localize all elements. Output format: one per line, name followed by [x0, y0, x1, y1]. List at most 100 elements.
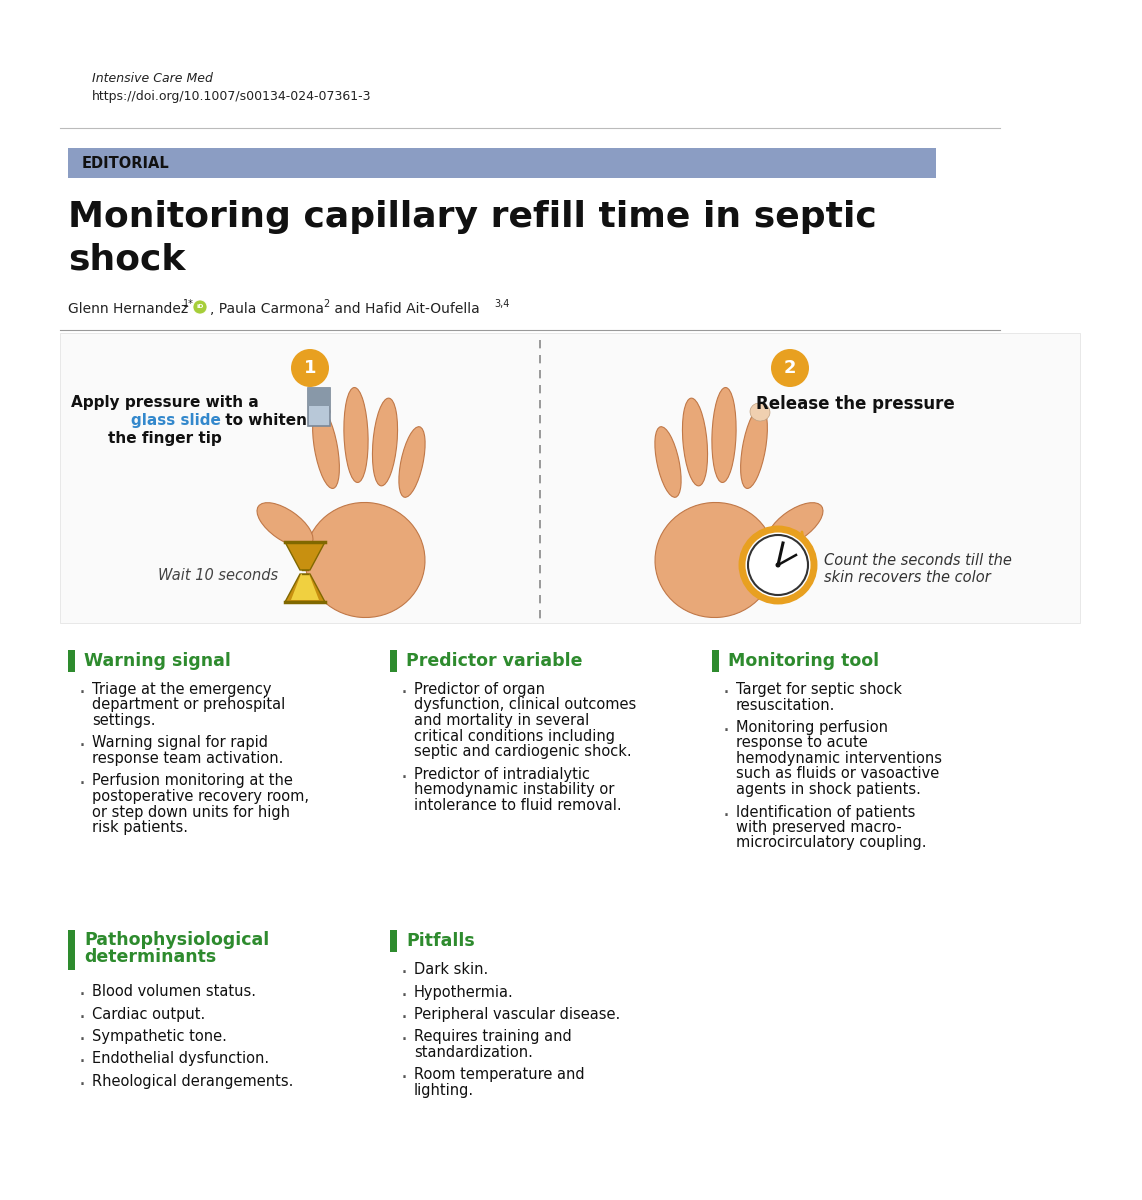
Text: Target for septic shock: Target for septic shock	[735, 682, 902, 697]
Circle shape	[748, 535, 809, 595]
Text: determinants: determinants	[85, 948, 216, 966]
Text: iD: iD	[196, 305, 203, 310]
Text: Monitoring capillary refill time in septic: Monitoring capillary refill time in sept…	[69, 200, 877, 234]
Text: ·: ·	[723, 721, 730, 740]
Text: response team activation.: response team activation.	[93, 751, 283, 766]
Text: resuscitation.: resuscitation.	[735, 697, 836, 713]
Ellipse shape	[305, 503, 425, 618]
Ellipse shape	[257, 503, 313, 547]
Text: dysfunction, clinical outcomes: dysfunction, clinical outcomes	[415, 697, 636, 713]
Text: and Hafid Ait-Oufella: and Hafid Ait-Oufella	[330, 302, 480, 316]
Text: ·: ·	[401, 1031, 408, 1050]
Text: Dark skin.: Dark skin.	[415, 962, 489, 977]
Ellipse shape	[711, 388, 737, 482]
Ellipse shape	[313, 408, 339, 488]
Text: ·: ·	[401, 683, 408, 703]
Text: intolerance to fluid removal.: intolerance to fluid removal.	[415, 798, 621, 812]
FancyBboxPatch shape	[61, 332, 1080, 623]
Text: response to acute: response to acute	[735, 736, 868, 750]
Text: postoperative recovery room,: postoperative recovery room,	[93, 790, 309, 804]
Text: ·: ·	[79, 737, 86, 756]
Text: standardization.: standardization.	[415, 1045, 533, 1060]
Text: to whiten: to whiten	[220, 413, 307, 428]
FancyBboxPatch shape	[711, 650, 719, 672]
Text: Release the pressure: Release the pressure	[756, 395, 955, 413]
Text: https://doi.org/10.1007/s00134-024-07361-3: https://doi.org/10.1007/s00134-024-07361…	[93, 90, 371, 103]
Text: lighting.: lighting.	[415, 1082, 474, 1098]
Text: Warning signal: Warning signal	[85, 652, 231, 670]
Text: Pitfalls: Pitfalls	[407, 932, 475, 950]
Circle shape	[775, 563, 780, 568]
Text: Pathophysiological: Pathophysiological	[85, 931, 270, 949]
Text: Identification of patients: Identification of patients	[735, 804, 916, 820]
Ellipse shape	[344, 388, 368, 482]
Text: Blood volumen status.: Blood volumen status.	[93, 984, 256, 998]
Text: septic and cardiogenic shock.: septic and cardiogenic shock.	[415, 744, 632, 758]
Text: Endothelial dysfunction.: Endothelial dysfunction.	[93, 1051, 270, 1067]
Polygon shape	[286, 542, 325, 570]
Polygon shape	[291, 574, 319, 600]
Circle shape	[771, 349, 809, 386]
Text: , Paula Carmona: , Paula Carmona	[210, 302, 324, 316]
Text: 1*: 1*	[183, 299, 194, 308]
Text: hemodynamic interventions: hemodynamic interventions	[735, 751, 942, 766]
Text: Predictor of organ: Predictor of organ	[415, 682, 545, 697]
FancyBboxPatch shape	[308, 388, 330, 406]
Ellipse shape	[767, 503, 823, 547]
Ellipse shape	[399, 427, 425, 497]
Ellipse shape	[309, 403, 330, 421]
Text: ·: ·	[401, 962, 408, 983]
Text: Peripheral vascular disease.: Peripheral vascular disease.	[415, 1007, 620, 1022]
Text: ·: ·	[79, 1052, 86, 1073]
Text: 1: 1	[304, 359, 316, 377]
Text: ·: ·	[401, 985, 408, 1006]
Text: critical conditions including: critical conditions including	[415, 728, 616, 744]
Text: shock: shock	[69, 242, 185, 277]
Text: Room temperature and: Room temperature and	[415, 1068, 585, 1082]
Text: ·: ·	[723, 805, 730, 826]
FancyBboxPatch shape	[69, 650, 75, 672]
FancyBboxPatch shape	[308, 388, 330, 426]
Circle shape	[742, 529, 814, 601]
Text: and mortality in several: and mortality in several	[415, 713, 589, 728]
Text: ·: ·	[723, 683, 730, 703]
Ellipse shape	[656, 503, 775, 618]
Text: Triage at the emergency: Triage at the emergency	[93, 682, 272, 697]
Text: Cardiac output.: Cardiac output.	[93, 1007, 206, 1021]
Text: with preserved macro-: with preserved macro-	[735, 820, 902, 835]
Text: Perfusion monitoring at the: Perfusion monitoring at the	[93, 774, 292, 788]
Text: Monitoring tool: Monitoring tool	[727, 652, 879, 670]
Text: Intensive Care Med: Intensive Care Med	[93, 72, 212, 85]
Text: Hypothermia.: Hypothermia.	[415, 984, 514, 1000]
Text: Predictor variable: Predictor variable	[407, 652, 582, 670]
Text: ·: ·	[79, 683, 86, 703]
FancyBboxPatch shape	[69, 930, 75, 970]
Text: hemodynamic instability or: hemodynamic instability or	[415, 782, 614, 797]
Text: or step down units for high: or step down units for high	[93, 804, 290, 820]
Text: EDITORIAL: EDITORIAL	[82, 156, 170, 170]
Text: ·: ·	[79, 1075, 86, 1094]
Text: 2: 2	[323, 299, 329, 308]
Ellipse shape	[741, 408, 767, 488]
Text: ·: ·	[79, 985, 86, 1006]
Text: Warning signal for rapid: Warning signal for rapid	[93, 736, 268, 750]
Circle shape	[193, 300, 207, 314]
Text: department or prehospital: department or prehospital	[93, 697, 286, 713]
Ellipse shape	[372, 398, 397, 486]
Text: ·: ·	[401, 1008, 408, 1028]
Text: ·: ·	[401, 768, 408, 787]
Text: the finger tip: the finger tip	[108, 431, 222, 446]
Text: settings.: settings.	[93, 713, 155, 728]
Text: 3,4: 3,4	[494, 299, 509, 308]
Text: ·: ·	[401, 1068, 408, 1088]
Text: skin recovers the color: skin recovers the color	[825, 570, 991, 584]
Ellipse shape	[654, 427, 681, 497]
Text: 2: 2	[783, 359, 796, 377]
Text: Rheological derangements.: Rheological derangements.	[93, 1074, 293, 1090]
Text: Predictor of intradialytic: Predictor of intradialytic	[415, 767, 590, 781]
Text: Requires training and: Requires training and	[415, 1030, 572, 1044]
Circle shape	[291, 349, 329, 386]
Text: glass slide: glass slide	[131, 413, 220, 428]
Text: microcirculatory coupling.: microcirculatory coupling.	[735, 835, 926, 851]
Text: agents in shock patients.: agents in shock patients.	[735, 782, 920, 797]
